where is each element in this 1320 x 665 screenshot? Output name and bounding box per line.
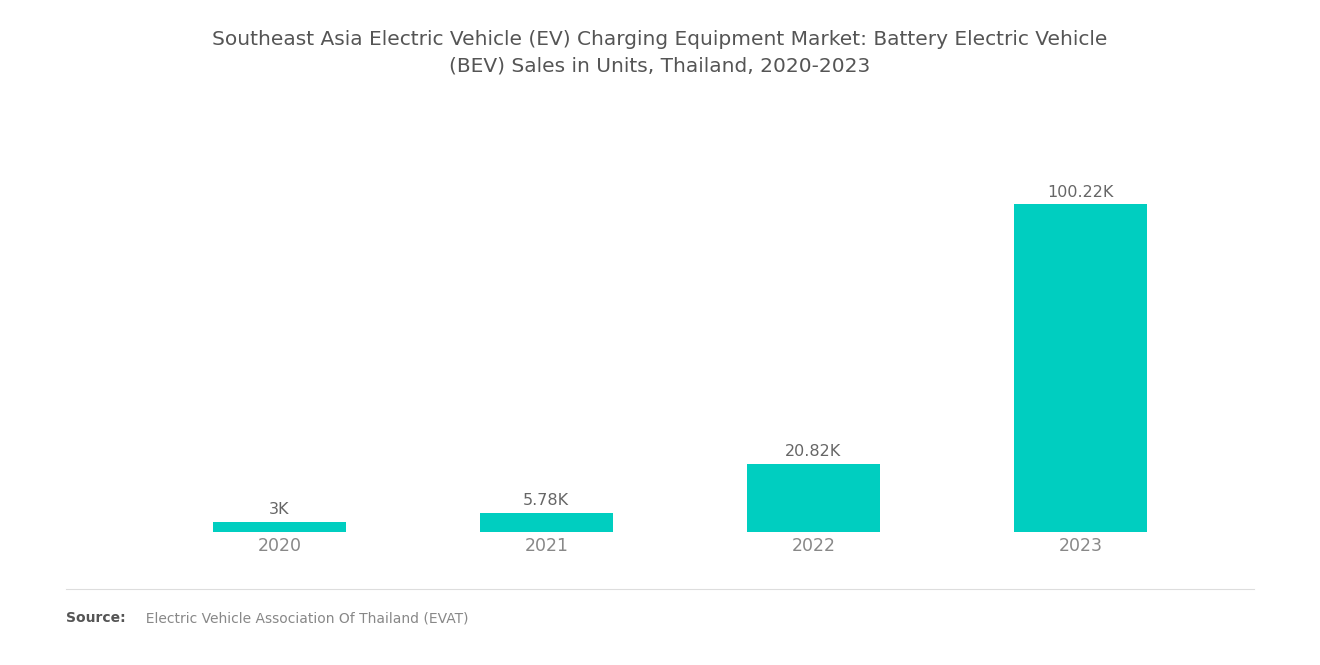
- Text: 100.22K: 100.22K: [1047, 184, 1114, 200]
- Bar: [479, 513, 612, 532]
- Text: 20.82K: 20.82K: [785, 444, 841, 459]
- Text: Electric Vehicle Association Of Thailand (EVAT): Electric Vehicle Association Of Thailand…: [137, 611, 469, 626]
- Bar: [213, 522, 346, 532]
- Text: Source:: Source:: [66, 611, 125, 626]
- Bar: [1014, 204, 1147, 532]
- Text: 5.78K: 5.78K: [523, 493, 569, 508]
- Text: Southeast Asia Electric Vehicle (EV) Charging Equipment Market: Battery Electric: Southeast Asia Electric Vehicle (EV) Cha…: [213, 30, 1107, 75]
- Text: 3K: 3K: [269, 502, 289, 517]
- Bar: [747, 464, 880, 532]
